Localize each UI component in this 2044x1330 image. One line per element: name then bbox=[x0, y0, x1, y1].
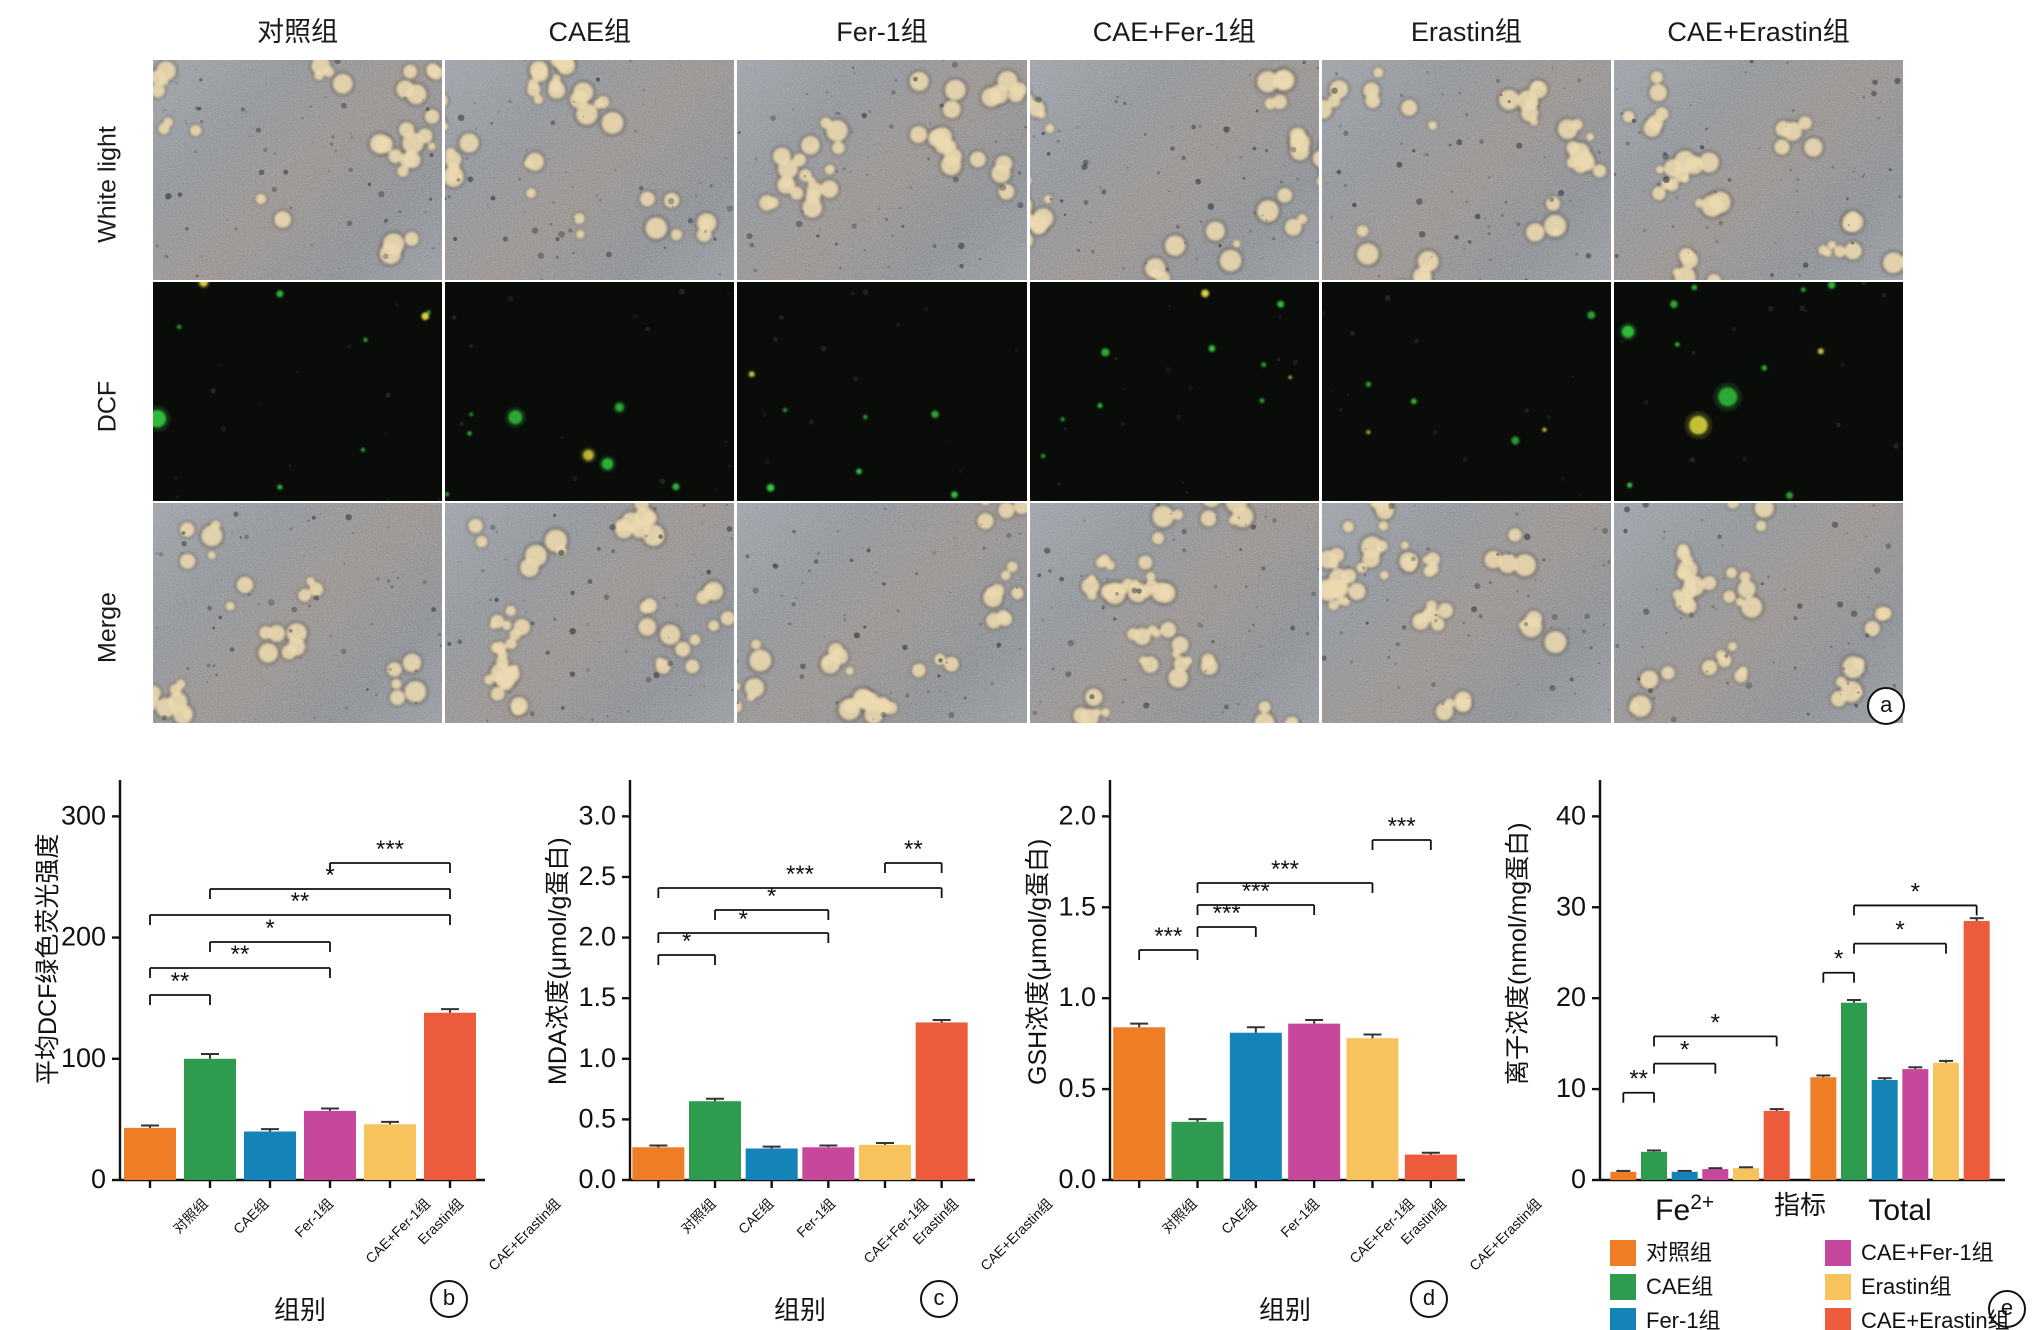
svg-text:*: * bbox=[682, 928, 691, 955]
svg-text:100: 100 bbox=[61, 1043, 106, 1073]
svg-text:1.0: 1.0 bbox=[578, 1043, 616, 1073]
svg-text:1.5: 1.5 bbox=[578, 982, 616, 1012]
svg-text:2.0: 2.0 bbox=[578, 922, 616, 952]
svg-text:0: 0 bbox=[91, 1164, 106, 1194]
svg-text:**: ** bbox=[904, 836, 923, 863]
svg-text:*: * bbox=[1680, 1037, 1689, 1064]
svg-text:1.0: 1.0 bbox=[1058, 982, 1096, 1012]
svg-text:***: *** bbox=[376, 836, 404, 863]
svg-text:2.5: 2.5 bbox=[578, 861, 616, 891]
svg-text:***: *** bbox=[786, 861, 814, 888]
svg-text:3.0: 3.0 bbox=[578, 800, 616, 830]
svg-text:10: 10 bbox=[1556, 1073, 1586, 1103]
svg-text:**: ** bbox=[1629, 1066, 1648, 1093]
svg-text:***: *** bbox=[1154, 923, 1182, 950]
svg-text:***: *** bbox=[1242, 878, 1270, 905]
svg-text:*: * bbox=[1834, 946, 1843, 973]
svg-text:**: ** bbox=[171, 968, 190, 995]
svg-text:*: * bbox=[767, 883, 776, 910]
svg-text:***: *** bbox=[1213, 900, 1241, 927]
svg-text:0.5: 0.5 bbox=[578, 1103, 616, 1133]
svg-text:30: 30 bbox=[1556, 891, 1586, 921]
svg-text:*: * bbox=[1895, 917, 1904, 944]
svg-text:**: ** bbox=[231, 941, 250, 968]
svg-text:*: * bbox=[1711, 1009, 1720, 1036]
svg-text:*: * bbox=[1911, 878, 1920, 905]
svg-text:***: *** bbox=[1271, 856, 1299, 883]
svg-text:0.0: 0.0 bbox=[578, 1164, 616, 1194]
svg-text:0: 0 bbox=[1571, 1164, 1586, 1194]
svg-text:40: 40 bbox=[1556, 800, 1586, 830]
svg-text:20: 20 bbox=[1556, 982, 1586, 1012]
svg-text:***: *** bbox=[1388, 813, 1416, 840]
svg-text:1.5: 1.5 bbox=[1058, 891, 1096, 921]
svg-text:0.5: 0.5 bbox=[1058, 1073, 1096, 1103]
svg-text:300: 300 bbox=[61, 800, 106, 830]
svg-text:0.0: 0.0 bbox=[1058, 1164, 1096, 1194]
svg-text:200: 200 bbox=[61, 922, 106, 952]
svg-text:2.0: 2.0 bbox=[1058, 800, 1096, 830]
svg-text:**: ** bbox=[291, 888, 310, 915]
svg-text:*: * bbox=[265, 915, 274, 942]
